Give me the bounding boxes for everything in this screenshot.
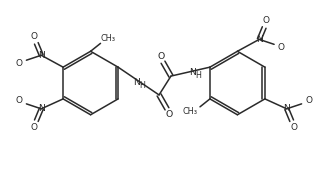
Text: O: O [290, 123, 297, 132]
Text: CH₃: CH₃ [183, 107, 197, 116]
Text: N: N [283, 104, 290, 113]
Text: N: N [189, 68, 196, 77]
Text: N: N [38, 104, 45, 113]
Text: O: O [157, 52, 165, 61]
Text: CH₃: CH₃ [101, 34, 116, 43]
Text: N: N [38, 51, 45, 60]
Text: N: N [133, 78, 140, 86]
Text: O: O [31, 32, 38, 41]
Text: O: O [165, 110, 173, 119]
Text: O: O [16, 59, 23, 68]
Text: O: O [263, 16, 270, 25]
Text: H: H [195, 71, 201, 80]
Text: H: H [140, 80, 145, 89]
Text: N: N [256, 35, 263, 44]
Text: O: O [277, 43, 285, 52]
Text: O: O [16, 96, 23, 105]
Text: O: O [305, 96, 312, 105]
Text: O: O [31, 123, 38, 132]
